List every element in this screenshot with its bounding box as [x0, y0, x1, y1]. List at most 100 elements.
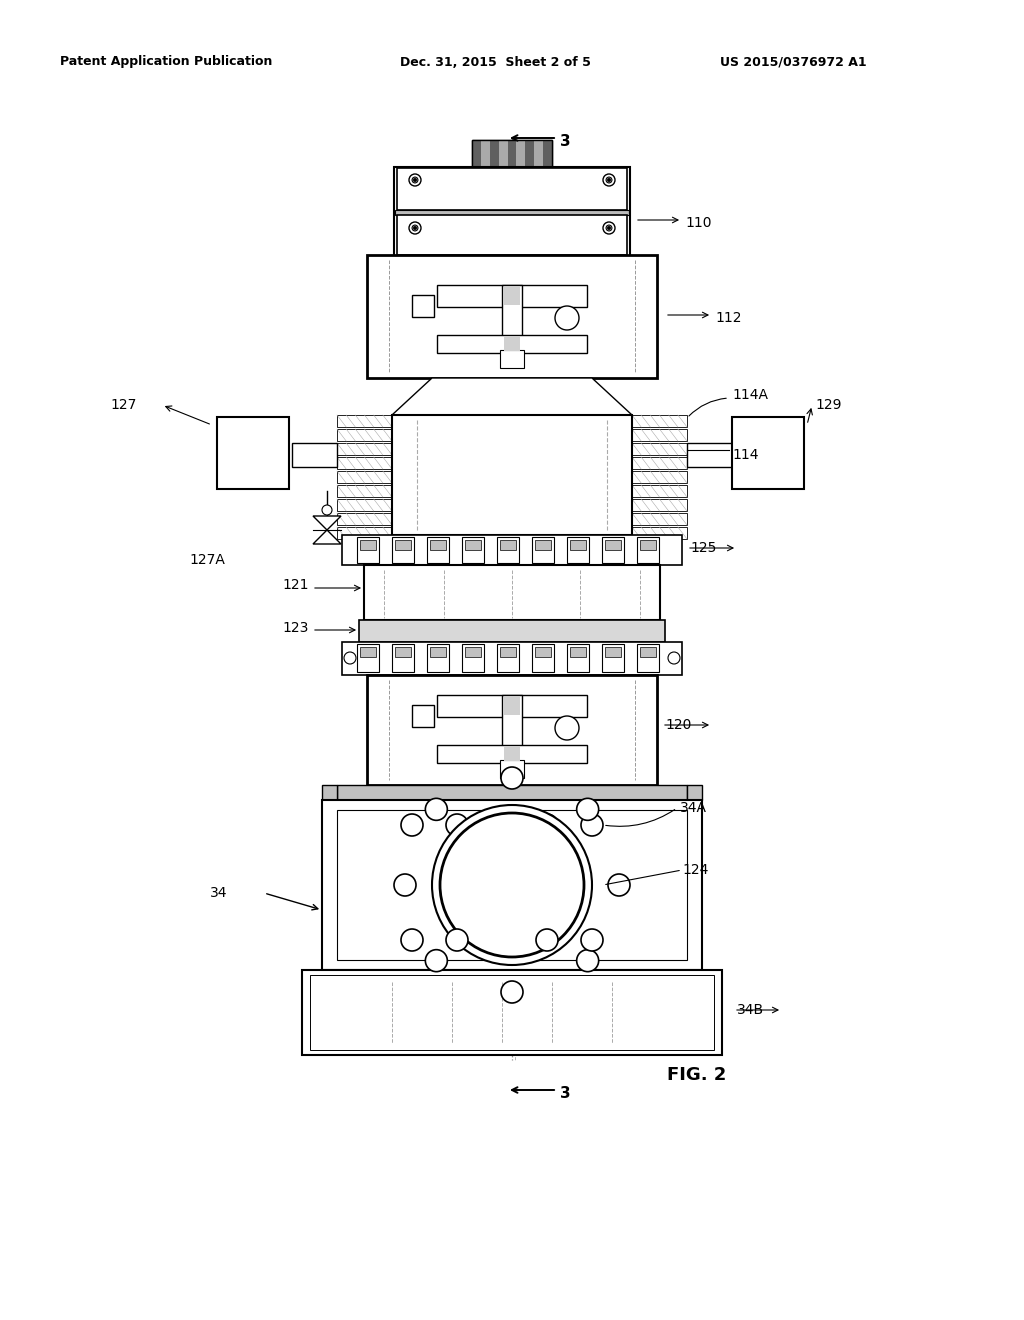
Circle shape — [409, 174, 421, 186]
Bar — [465, 647, 481, 657]
Circle shape — [581, 929, 603, 950]
Bar — [525, 141, 535, 168]
Bar — [605, 647, 621, 657]
Circle shape — [577, 949, 599, 972]
Bar — [395, 540, 411, 550]
Bar — [632, 527, 687, 539]
Text: 114A: 114A — [732, 388, 768, 403]
Bar — [472, 140, 552, 168]
Bar — [359, 620, 665, 642]
Bar — [504, 697, 520, 715]
Bar — [364, 565, 660, 620]
Bar — [532, 537, 554, 564]
Circle shape — [581, 814, 603, 836]
Bar — [508, 141, 516, 168]
Circle shape — [446, 929, 468, 950]
Bar — [535, 647, 551, 657]
Bar — [500, 760, 524, 777]
Text: 127A: 127A — [189, 553, 225, 568]
Bar — [337, 444, 392, 455]
Polygon shape — [392, 378, 632, 414]
Bar — [310, 975, 714, 1049]
Bar — [217, 417, 289, 488]
Circle shape — [432, 805, 592, 965]
Bar — [504, 747, 520, 762]
Circle shape — [555, 715, 579, 741]
Bar — [337, 810, 687, 960]
Bar — [535, 141, 543, 168]
Circle shape — [414, 227, 417, 230]
Bar — [567, 537, 589, 564]
Bar — [504, 286, 520, 305]
Bar — [337, 785, 687, 800]
Bar — [360, 647, 376, 657]
Bar — [342, 535, 682, 565]
Circle shape — [414, 178, 417, 181]
Bar — [500, 350, 524, 368]
Text: 125: 125 — [690, 541, 717, 554]
Bar — [462, 644, 484, 672]
Bar — [632, 471, 687, 483]
Bar — [602, 537, 624, 564]
Bar — [500, 540, 516, 550]
Bar — [640, 647, 656, 657]
Bar — [632, 499, 687, 511]
Text: Patent Application Publication: Patent Application Publication — [60, 55, 272, 69]
Text: 114: 114 — [732, 447, 759, 462]
Bar — [360, 540, 376, 550]
Bar — [322, 800, 702, 970]
Bar — [392, 537, 414, 564]
Bar — [337, 429, 392, 441]
Circle shape — [606, 177, 612, 183]
Text: US 2015/0376972 A1: US 2015/0376972 A1 — [720, 55, 866, 69]
Bar — [337, 527, 392, 539]
Bar — [337, 471, 392, 483]
Circle shape — [606, 224, 612, 231]
Circle shape — [501, 981, 523, 1003]
Bar — [342, 642, 682, 675]
Bar — [437, 335, 587, 352]
Text: 3: 3 — [560, 1085, 570, 1101]
Bar — [570, 540, 586, 550]
Bar — [367, 255, 657, 378]
Circle shape — [603, 174, 615, 186]
Bar — [465, 540, 481, 550]
Bar — [687, 785, 702, 800]
Bar — [302, 970, 722, 1055]
Bar — [532, 644, 554, 672]
Circle shape — [412, 177, 418, 183]
Bar — [632, 513, 687, 525]
Circle shape — [501, 767, 523, 789]
Bar — [337, 513, 392, 525]
Bar — [394, 168, 630, 257]
Bar — [430, 540, 446, 550]
Circle shape — [555, 306, 579, 330]
Circle shape — [344, 652, 356, 664]
Text: 3: 3 — [560, 133, 570, 149]
Text: 124: 124 — [682, 863, 709, 876]
Polygon shape — [313, 531, 341, 544]
Circle shape — [446, 814, 468, 836]
Bar — [337, 499, 392, 511]
Bar — [392, 414, 632, 535]
Bar — [570, 647, 586, 657]
Circle shape — [536, 814, 558, 836]
Bar — [602, 644, 624, 672]
Text: 112: 112 — [715, 312, 741, 325]
Circle shape — [412, 224, 418, 231]
Text: 34B: 34B — [737, 1003, 764, 1016]
Bar — [637, 537, 659, 564]
Bar — [337, 414, 392, 426]
Bar — [481, 141, 489, 168]
Bar — [427, 644, 449, 672]
Bar — [462, 537, 484, 564]
Bar — [357, 644, 379, 672]
Bar — [395, 210, 629, 215]
Circle shape — [425, 799, 447, 820]
Bar — [640, 540, 656, 550]
Bar — [412, 294, 434, 317]
Bar — [392, 644, 414, 672]
Bar — [632, 457, 687, 469]
Bar — [497, 644, 519, 672]
Bar — [437, 696, 587, 717]
